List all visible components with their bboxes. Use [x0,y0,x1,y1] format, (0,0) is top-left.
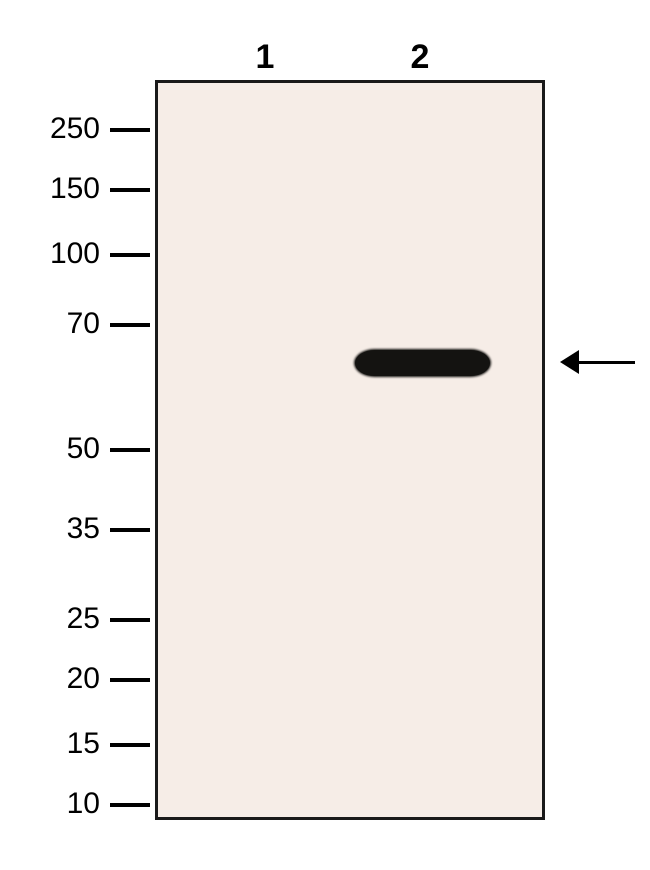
arrow-shaft [572,361,635,364]
arrow-head-icon [560,350,579,374]
band-indicator-arrow-icon [0,0,650,870]
